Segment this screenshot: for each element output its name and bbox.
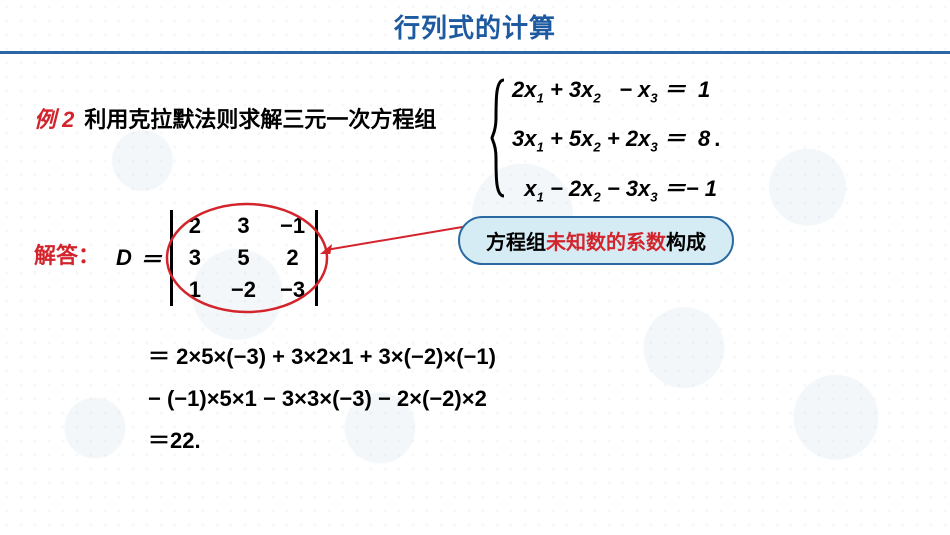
callout-post: 构成 [666,232,706,254]
callout-bubble: 方程组未知数的系数构成 [458,216,734,265]
example-text: 利用克拉默法则求解三元一次方程组 [84,102,436,134]
title-underline [0,51,950,54]
det-matrix: 2 3 −1 3 5 2 1 −2 −3 [170,210,318,306]
cell-4: 5 [231,245,256,271]
cell-2: −1 [280,213,305,239]
cell-8: −3 [280,277,305,303]
det-grid: 2 3 −1 3 5 2 1 −2 −3 [173,211,315,305]
cell-6: 1 [183,277,207,303]
equation-row-3: x1 − 2x2 − 3x3 ＝− 1 [512,171,720,204]
determinant-block: D ＝ 2 3 −1 3 5 2 1 −2 −3 [116,210,318,306]
equation-system: 2x1 + 3x2 − x3 ＝ 1 3x1 + 5x2 + 2x3 ＝ 8. … [490,72,720,204]
cell-3: 3 [183,245,207,271]
det-equals: ＝ [140,242,162,274]
example-label: 例 2 [34,102,74,134]
cell-1: 3 [231,213,256,239]
det-symbol: D [116,245,132,271]
callout-mid: 未知数的系数 [546,232,666,254]
content-area: 例 2 利用克拉默法则求解三元一次方程组 2x1 + 3x2 − x3 ＝ 1 … [0,64,950,535]
expansion-line-3: ＝22. [148,420,496,462]
page-title: 行列式的计算 [0,8,950,45]
cell-0: 2 [183,213,207,239]
system-period: . [714,126,720,151]
brace-icon [490,78,508,198]
equation-row-2: 3x1 + 5x2 + 2x3 ＝ 8. [512,121,720,154]
expansion-block: ＝ 2×5×(−3) + 3×2×1 + 3×(−2)×(−1) − (−1)×… [148,336,496,461]
system-rows: 2x1 + 3x2 − x3 ＝ 1 3x1 + 5x2 + 2x3 ＝ 8. … [508,72,720,204]
title-bar: 行列式的计算 [0,0,950,54]
answer-label: 解答： [34,238,100,270]
cell-7: −2 [231,277,256,303]
equation-row-1: 2x1 + 3x2 − x3 ＝ 1 [512,72,720,105]
cell-5: 2 [280,245,305,271]
expansion-line-1: ＝ 2×5×(−3) + 3×2×1 + 3×(−2)×(−1) [148,336,496,378]
det-bar-right [315,210,318,306]
example-line: 例 2 利用克拉默法则求解三元一次方程组 [34,102,436,134]
expansion-line-2: − (−1)×5×1 − 3×3×(−3) − 2×(−2)×2 [148,378,496,420]
callout-pre: 方程组 [486,232,546,254]
